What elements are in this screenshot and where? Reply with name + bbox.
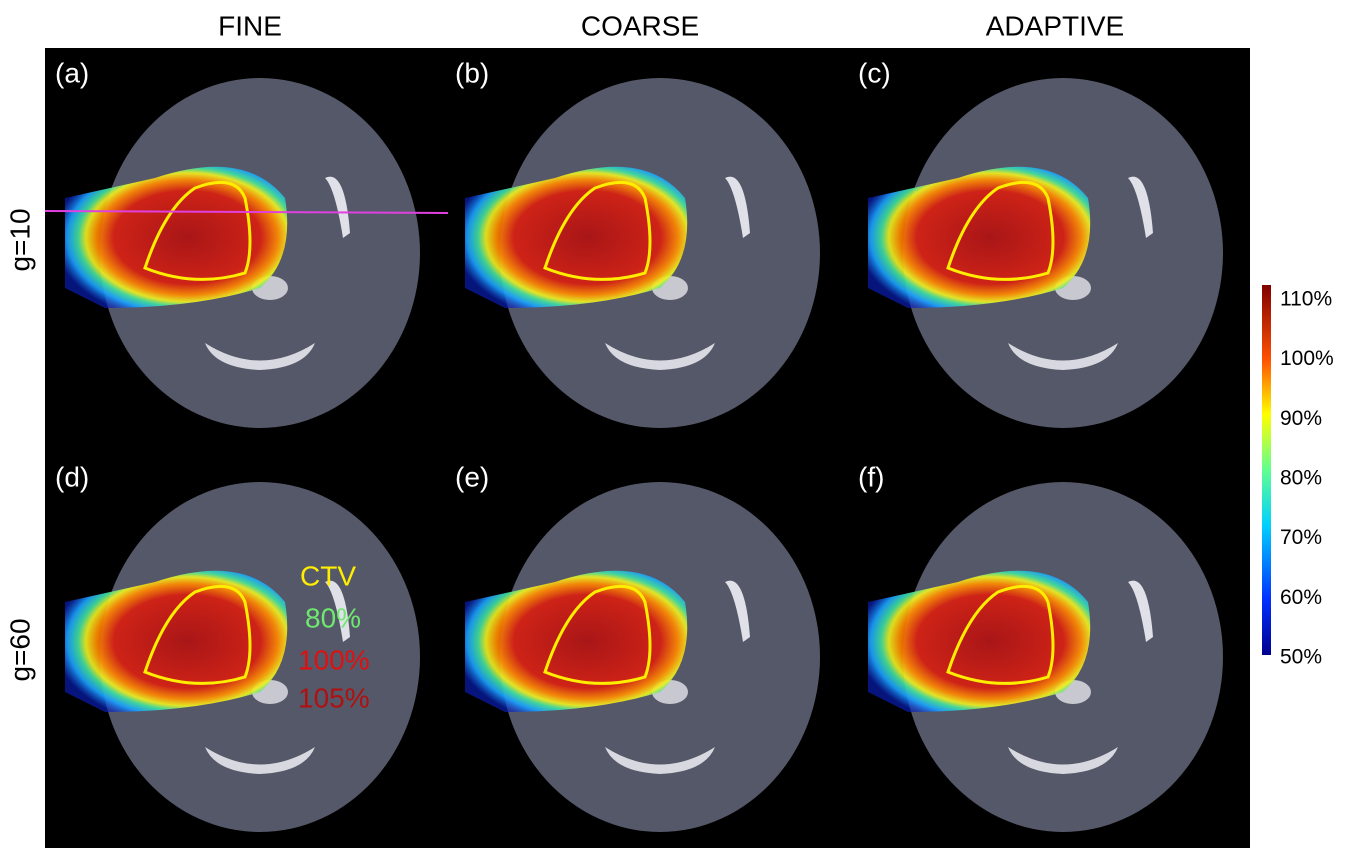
figure: (a) (b) (c) (d) (e) (f) CTV 80% 100% 105% FIN… [0,0,1355,848]
colorbar-tick: 90% [1280,407,1322,430]
column-header: FINE [218,10,282,41]
panel-label: (c) [858,57,891,88]
legend-100: 100% [298,644,370,675]
panel-label: (d) [55,461,89,492]
legend-ctv: CTV [300,560,356,591]
column-header: ADAPTIVE [986,10,1124,41]
panel-label: (e) [455,461,489,492]
legend-80: 80% [305,602,361,633]
panel-label: (f) [858,461,884,492]
column-header: COARSE [581,10,699,41]
colorbar-tick: 60% [1280,586,1322,609]
colorbar-tick: 100% [1280,347,1334,370]
panel-label: (a) [55,57,89,88]
row-label: g=10 [4,208,35,271]
colorbar [1262,285,1271,655]
colorbar-tick: 70% [1280,526,1322,549]
colorbar-tick: 80% [1280,467,1322,490]
legend-105: 105% [298,682,370,713]
panel-label: (b) [455,57,489,88]
colorbar-tick: 50% [1280,646,1322,669]
row-label: g=60 [4,618,35,681]
colorbar-tick: 110% [1280,288,1332,311]
